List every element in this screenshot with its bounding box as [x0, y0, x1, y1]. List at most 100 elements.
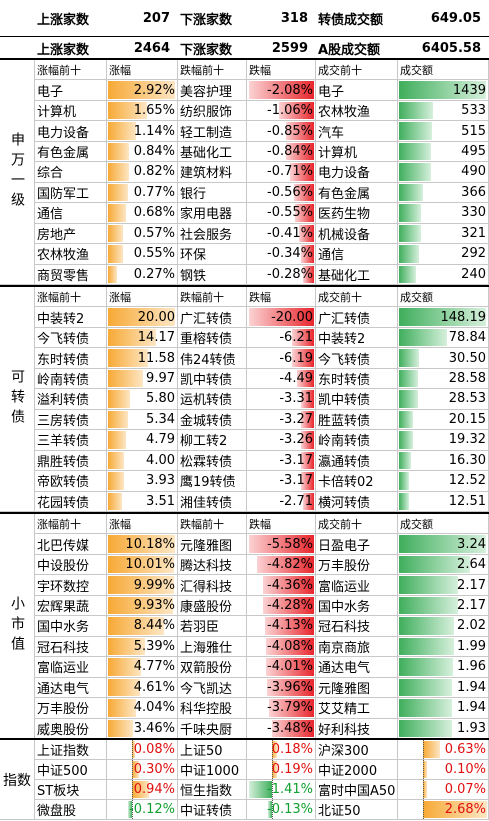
- item-value: -0.71%: [247, 162, 316, 183]
- item-value: 12.52: [398, 471, 489, 492]
- item-name: 岭南转债: [318, 434, 371, 450]
- summary-value: 318: [280, 10, 308, 26]
- item-name: 农林牧渔: [37, 248, 90, 264]
- item-name: 北巴传媒: [37, 538, 90, 554]
- index-name: 中证转债: [180, 804, 233, 819]
- item-name: 广汇转债: [180, 311, 233, 327]
- item-value: -3.17: [279, 473, 313, 489]
- item-name: 通达电气: [316, 657, 398, 678]
- bar-axis: [132, 800, 133, 819]
- data-bar: [108, 576, 174, 594]
- data-bar: [108, 719, 133, 737]
- data-bar: [294, 204, 314, 222]
- item-value: -4.82%: [247, 554, 316, 576]
- item-value: 0.57%: [133, 225, 175, 241]
- bar-axis: [272, 760, 273, 779]
- bar-axis: [272, 780, 273, 799]
- item-name: 今飞转债: [316, 348, 398, 369]
- summary-label: 转债成交额: [316, 0, 398, 36]
- item-name: 美容护理: [180, 84, 233, 100]
- item-value: -6.21: [247, 327, 316, 349]
- column-header: 跌幅前十: [180, 290, 224, 304]
- item-name: 今飞转债: [37, 332, 90, 348]
- index-value: 0.10%: [444, 762, 486, 777]
- data-bar: [248, 781, 272, 798]
- item-name: 东时转债: [316, 368, 398, 390]
- bar-axis: [132, 760, 133, 779]
- index-name: 上证50: [180, 744, 223, 759]
- item-name: 建筑材料: [180, 166, 233, 182]
- item-name: 基础化工: [316, 264, 398, 285]
- data-bar: [399, 431, 413, 449]
- item-name: 机械设备: [316, 223, 398, 245]
- data-bar: [399, 81, 486, 99]
- data-bar: [399, 328, 447, 347]
- item-value: 12.51: [448, 493, 486, 509]
- data-bar: [108, 658, 141, 676]
- item-name: 汇得科技: [178, 575, 247, 596]
- index-value: 0.30%: [107, 760, 178, 780]
- item-name: 电子: [37, 84, 64, 100]
- item-value: 19.32: [398, 430, 489, 451]
- bar-axis: [132, 740, 133, 759]
- data-bar: [257, 555, 314, 574]
- item-value: 12.52: [448, 473, 486, 489]
- index-name: 微盘股: [37, 804, 77, 819]
- item-value: 10.18%: [125, 536, 175, 552]
- item-value: 1.94: [398, 698, 489, 719]
- column-header: 跌幅: [249, 63, 271, 77]
- item-value: 8.44%: [107, 616, 178, 637]
- item-value: -0.34%: [247, 244, 316, 265]
- summary-value: 2464: [107, 38, 178, 58]
- data-bar: [108, 101, 148, 120]
- summary-label: 上涨家数: [37, 42, 90, 58]
- item-value: 30.50: [398, 348, 489, 369]
- item-value: 0.82%: [133, 164, 175, 180]
- item-value: 1.96: [398, 657, 489, 678]
- index-name: 中证1000: [180, 764, 240, 779]
- index-value: 0.19%: [247, 760, 316, 780]
- data-bar: [289, 163, 314, 181]
- data-bar: [301, 451, 314, 470]
- index-value: 0.07%: [398, 780, 489, 800]
- data-bar: [272, 761, 277, 778]
- item-value: 9.97: [146, 371, 175, 387]
- column-header: 成交前十: [316, 287, 398, 308]
- column-header: 涨幅前十: [35, 514, 107, 535]
- item-name: 电子: [316, 80, 398, 101]
- item-name: 重榕转债: [178, 327, 247, 349]
- summary-label: 上涨家数: [37, 12, 90, 28]
- data-bar: [108, 265, 117, 283]
- item-value: -3.79%: [247, 698, 316, 719]
- summary-blank: [0, 38, 35, 58]
- index-value: -0.12%: [129, 802, 175, 817]
- item-value: -0.84%: [247, 141, 316, 163]
- item-value: -4.08%: [247, 636, 316, 658]
- item-value: -3.17: [247, 450, 316, 472]
- item-name: 轻工制造: [180, 125, 233, 141]
- item-name: 农林牧渔: [35, 244, 107, 265]
- item-name: 卡倍转02: [316, 471, 398, 492]
- section-title: 小市值: [9, 596, 25, 656]
- item-name: 计算机: [35, 100, 107, 122]
- item-name: 腾达科技: [180, 559, 233, 575]
- data-bar: [132, 781, 149, 798]
- item-value: -3.31: [247, 389, 316, 410]
- item-name: 机械设备: [318, 227, 371, 243]
- item-value: 2.17: [398, 575, 489, 596]
- item-value: 495: [461, 144, 486, 160]
- item-value: 4.79: [107, 430, 178, 451]
- item-name: 国中水务: [35, 616, 107, 637]
- item-value: -1.06%: [267, 103, 313, 119]
- summary-value: 649.05: [398, 0, 489, 36]
- item-name: 中装转2: [316, 327, 398, 349]
- item-name: 若羽臣: [180, 620, 220, 636]
- column-header: 成交前十: [316, 60, 398, 81]
- data-bar: [108, 451, 124, 470]
- item-name: 家用电器: [180, 207, 233, 223]
- data-bar: [279, 101, 314, 120]
- item-value: -3.48%: [267, 720, 313, 736]
- item-name: 宏辉果蔬: [35, 595, 107, 617]
- item-name: 千味央厨: [180, 722, 233, 738]
- item-value: 366: [461, 184, 486, 200]
